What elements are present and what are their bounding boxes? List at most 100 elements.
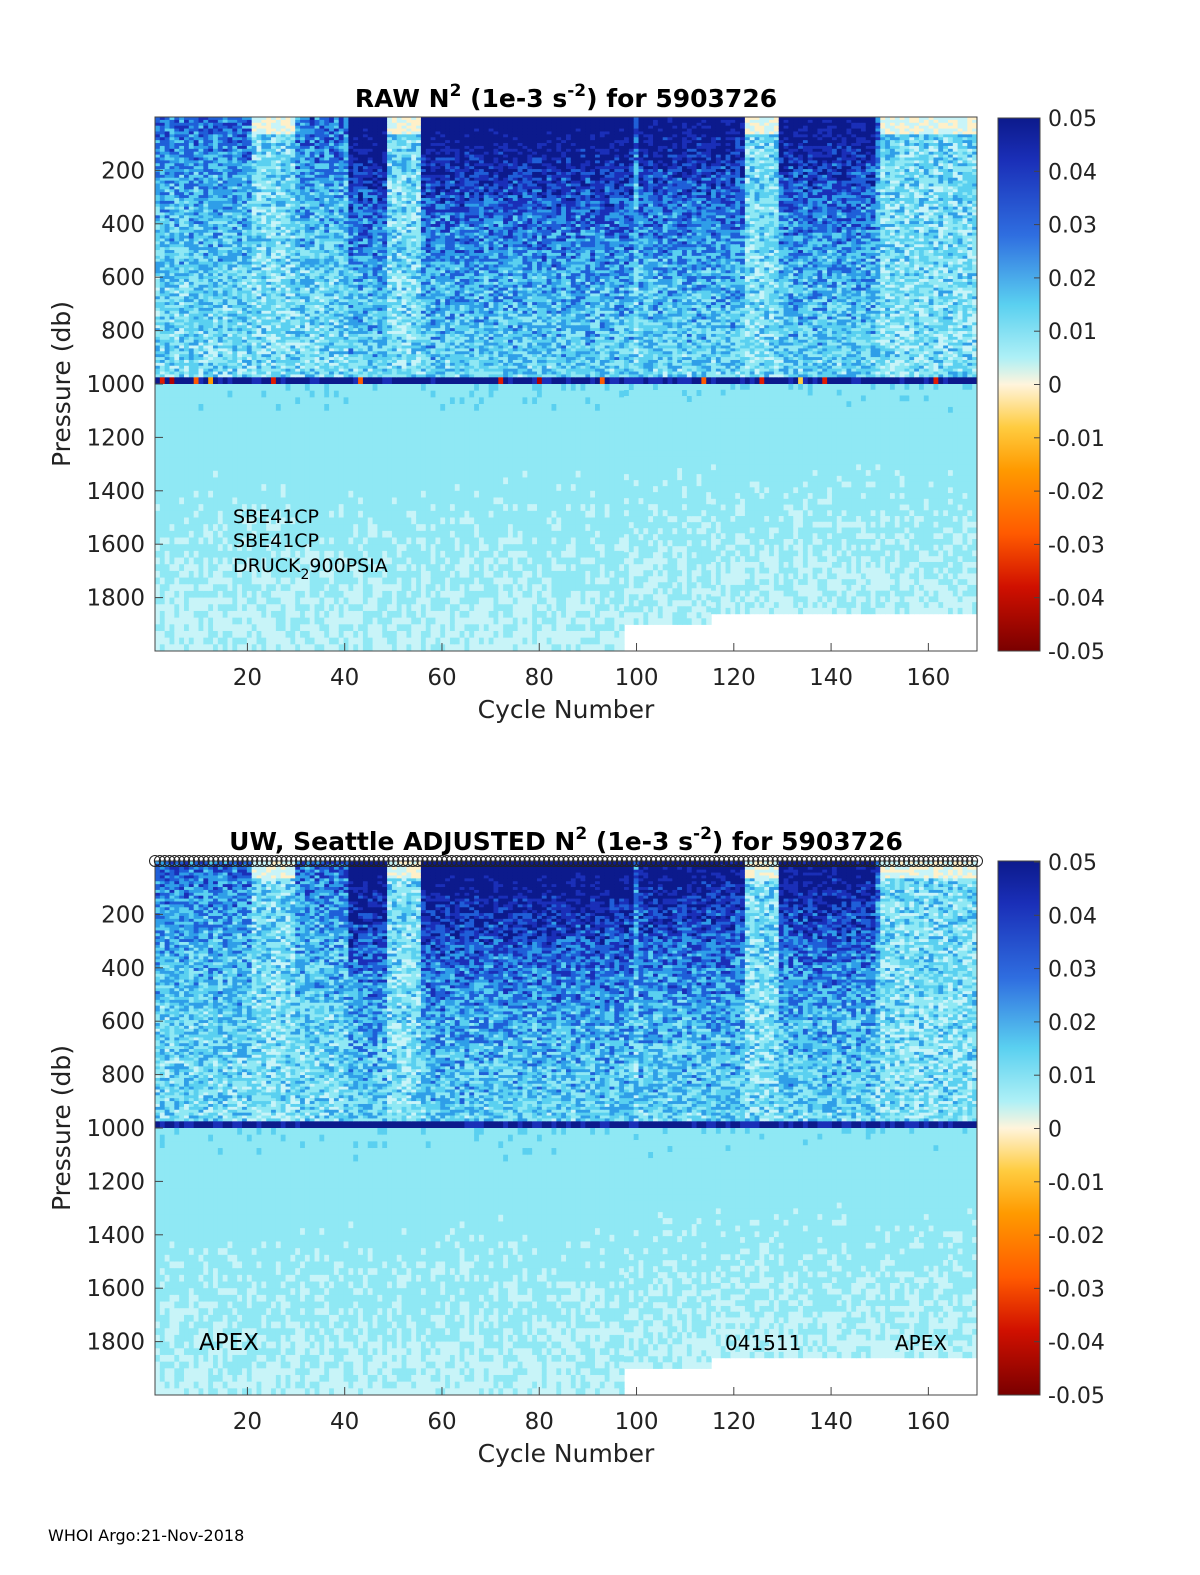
heatmap-cell: [188, 209, 195, 214]
heatmap-cell: [174, 342, 180, 347]
heatmap-cell: [280, 215, 287, 219]
heatmap-cell: [198, 160, 204, 164]
heatmap-cell: [304, 357, 311, 361]
heatmap-cell: [232, 296, 238, 300]
heatmap-cell: [333, 148, 340, 153]
heatmap-cell: [159, 241, 166, 245]
heatmap-cell: [290, 250, 296, 254]
heatmap-cell: [169, 351, 175, 355]
heatmap-cell: [256, 328, 262, 332]
heatmap-cell: [275, 290, 282, 295]
heatmap-cell: [295, 229, 301, 234]
heatmap-cell: [198, 299, 204, 303]
heatmap-cell: [304, 229, 311, 234]
heatmap-cell: [275, 374, 282, 378]
heatmap-cell: [256, 354, 262, 358]
heatmap-cell: [208, 250, 214, 254]
heatmap-cell: [256, 293, 262, 297]
heatmap-cell: [300, 424, 306, 432]
heatmap-cell: [198, 328, 204, 332]
heatmap-cell: [285, 125, 291, 130]
heatmap-cell: [324, 128, 330, 133]
heatmap-cell: [271, 313, 277, 318]
heatmap-cell: [256, 119, 262, 124]
heatmap-cell: [329, 166, 335, 170]
heatmap-cell: [309, 299, 316, 303]
heatmap-cell: [280, 221, 287, 225]
heatmap-cell: [164, 333, 171, 338]
heatmap-cell: [242, 163, 248, 167]
heatmap-cell: [193, 371, 200, 376]
heatmap-cell: [324, 169, 330, 173]
heatmap-cell: [271, 604, 277, 612]
heatmap-cell: [232, 397, 238, 405]
heatmap-cell: [329, 221, 335, 225]
heatmap-cell: [290, 504, 296, 512]
heatmap-cell: [290, 470, 296, 479]
heatmap-cell: [295, 544, 301, 552]
heatmap-cell: [280, 464, 287, 472]
heatmap-cell: [193, 365, 200, 370]
heatmap-cell: [232, 163, 238, 167]
heatmap-cell: [333, 134, 340, 138]
heatmap-cell: [256, 390, 262, 398]
heatmap-cell: [295, 134, 301, 138]
heatmap-cell: [179, 258, 185, 263]
heatmap-cell: [242, 224, 248, 228]
heatmap-column: [184, 117, 190, 651]
heatmap-cell: [309, 630, 316, 639]
heatmap-cell: [295, 122, 301, 127]
heatmap-cell: [246, 490, 253, 499]
heatmap-cell: [155, 404, 161, 412]
heatmap-cell: [179, 550, 185, 559]
heatmap-cell: [329, 160, 335, 164]
heatmap-cell: [213, 374, 219, 378]
heatmap-cell: [179, 437, 185, 445]
heatmap-cell: [261, 348, 267, 352]
heatmap-cell: [159, 273, 166, 277]
heatmap-cell: [164, 244, 171, 248]
heatmap-cell: [208, 229, 214, 234]
heatmap-cell: [324, 484, 330, 492]
heatmap-column: [232, 117, 238, 651]
heatmap-cell: [242, 137, 248, 141]
heatmap-cell: [295, 359, 301, 364]
heatmap-cell: [184, 517, 190, 525]
heatmap-cell: [169, 284, 175, 289]
heatmap-cell: [164, 177, 171, 182]
heatmap-cell: [246, 154, 253, 159]
heatmap-cell: [271, 200, 277, 205]
heatmap-cell: [184, 610, 190, 619]
heatmap-cell: [319, 417, 325, 425]
heatmap-cell: [324, 490, 330, 499]
heatmap-cell: [184, 490, 190, 499]
heatmap-cell: [324, 530, 330, 539]
heatmap-cell: [319, 287, 325, 292]
heatmap-cell: [208, 186, 214, 190]
heatmap-cell: [319, 281, 325, 286]
heatmap-cell: [174, 148, 180, 153]
heatmap-cell: [266, 464, 272, 472]
heatmap-cell: [300, 258, 306, 263]
heatmap-cell: [188, 247, 195, 251]
heatmap-cell: [271, 169, 277, 173]
heatmap-cell: [280, 333, 287, 338]
heatmap-cell: [159, 339, 166, 344]
heatmap-cell: [324, 163, 330, 167]
heatmap-cell: [179, 457, 185, 465]
heatmap-cell: [290, 342, 296, 347]
heatmap-cell: [155, 319, 161, 323]
heatmap-cell: [179, 134, 185, 138]
heatmap-cell: [275, 377, 282, 384]
heatmap-cell: [193, 143, 200, 147]
heatmap-cell: [179, 267, 185, 271]
heatmap-cell: [155, 186, 161, 190]
heatmap-cell: [246, 238, 253, 242]
heatmap-cell: [222, 157, 229, 161]
heatmap-cell: [256, 221, 262, 225]
heatmap-cell: [295, 302, 301, 306]
heatmap-cell: [266, 624, 272, 632]
heatmap-cell: [164, 140, 171, 144]
heatmap-cell: [208, 470, 214, 479]
heatmap-cell: [174, 140, 180, 144]
